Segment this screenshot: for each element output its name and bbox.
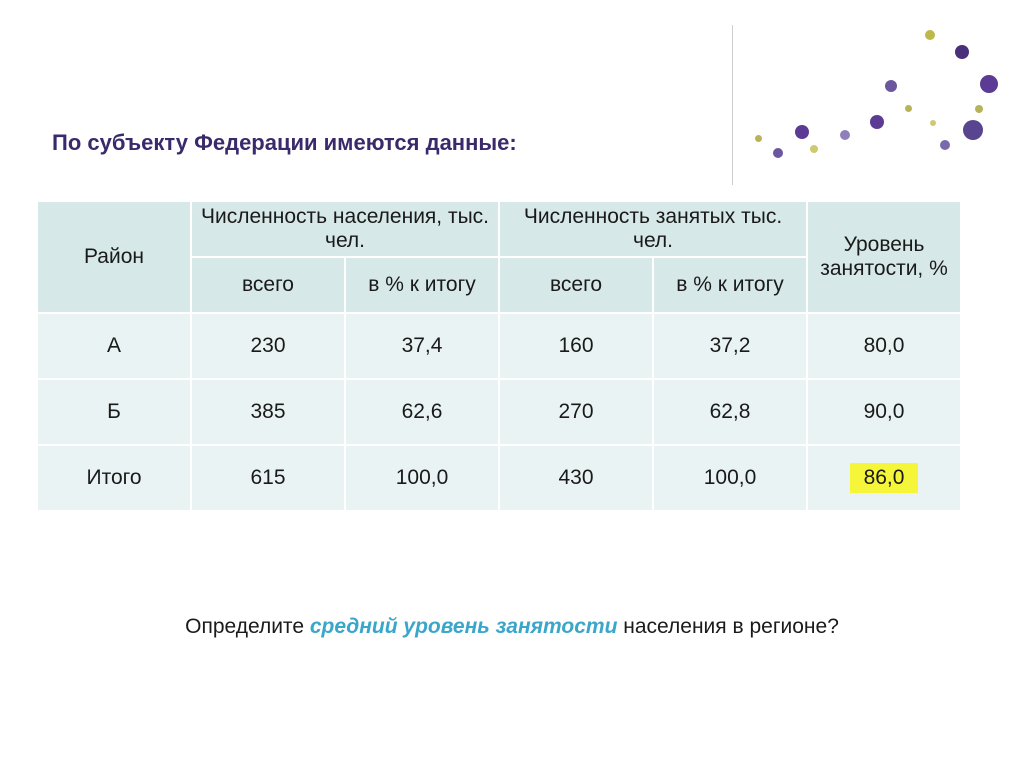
- cell-region: Итого: [37, 445, 191, 511]
- cell-value: 270: [499, 379, 653, 445]
- cell-value: 62,8: [653, 379, 807, 445]
- cell-region: Б: [37, 379, 191, 445]
- cell-value: 160: [499, 313, 653, 379]
- dot-icon: [980, 75, 998, 93]
- table-header-row-1: Район Численность населения, тыс. чел. Ч…: [37, 201, 961, 257]
- slide-title: По субъекту Федерации имеются данные:: [52, 130, 517, 156]
- cell-value: 100,0: [653, 445, 807, 511]
- table-row: А 230 37,4 160 37,2 80,0: [37, 313, 961, 379]
- dot-icon: [885, 80, 897, 92]
- cell-value: 62,6: [345, 379, 499, 445]
- table-row-total: Итого 615 100,0 430 100,0 86,0: [37, 445, 961, 511]
- dot-icon: [925, 30, 935, 40]
- col-level: Уровень занятости, %: [807, 201, 961, 313]
- col-region: Район: [37, 201, 191, 313]
- cell-region: А: [37, 313, 191, 379]
- dot-icon: [840, 130, 850, 140]
- cell-value: 37,2: [653, 313, 807, 379]
- dot-icon: [930, 120, 936, 126]
- cell-value: 230: [191, 313, 345, 379]
- dot-icon: [963, 120, 983, 140]
- data-table: Район Численность населения, тыс. чел. Ч…: [36, 200, 962, 512]
- dot-icon: [795, 125, 809, 139]
- cell-value: 615: [191, 445, 345, 511]
- col-employed: Численность занятых тыс. чел.: [499, 201, 807, 257]
- col-population: Численность населения, тыс. чел.: [191, 201, 499, 257]
- dot-icon: [755, 135, 762, 142]
- cell-value: 385: [191, 379, 345, 445]
- dot-icon: [955, 45, 969, 59]
- question-emphasis: средний уровень занятости: [310, 615, 618, 638]
- dot-icon: [940, 140, 950, 150]
- cell-value: 80,0: [807, 313, 961, 379]
- dot-icon: [870, 115, 884, 129]
- highlight-value: 86,0: [850, 463, 919, 492]
- col-pop-all: всего: [191, 257, 345, 313]
- dot-icon: [975, 105, 983, 113]
- cell-highlight: 86,0: [807, 445, 961, 511]
- table-row: Б 385 62,6 270 62,8 90,0: [37, 379, 961, 445]
- question-pre: Определите: [185, 615, 310, 638]
- cell-value: 90,0: [807, 379, 961, 445]
- slide: По субъекту Федерации имеются данные: Ра…: [0, 0, 1024, 767]
- question-text: Определите средний уровень занятости нас…: [0, 615, 1024, 639]
- cell-value: 430: [499, 445, 653, 511]
- col-pop-pct: в % к итогу: [345, 257, 499, 313]
- cell-value: 100,0: [345, 445, 499, 511]
- col-emp-all: всего: [499, 257, 653, 313]
- decorative-dots: [755, 20, 1015, 170]
- vertical-divider: [732, 25, 733, 185]
- dot-icon: [810, 145, 818, 153]
- dot-icon: [905, 105, 912, 112]
- question-post: населения в регионе?: [617, 615, 838, 638]
- cell-value: 37,4: [345, 313, 499, 379]
- dot-icon: [773, 148, 783, 158]
- col-emp-pct: в % к итогу: [653, 257, 807, 313]
